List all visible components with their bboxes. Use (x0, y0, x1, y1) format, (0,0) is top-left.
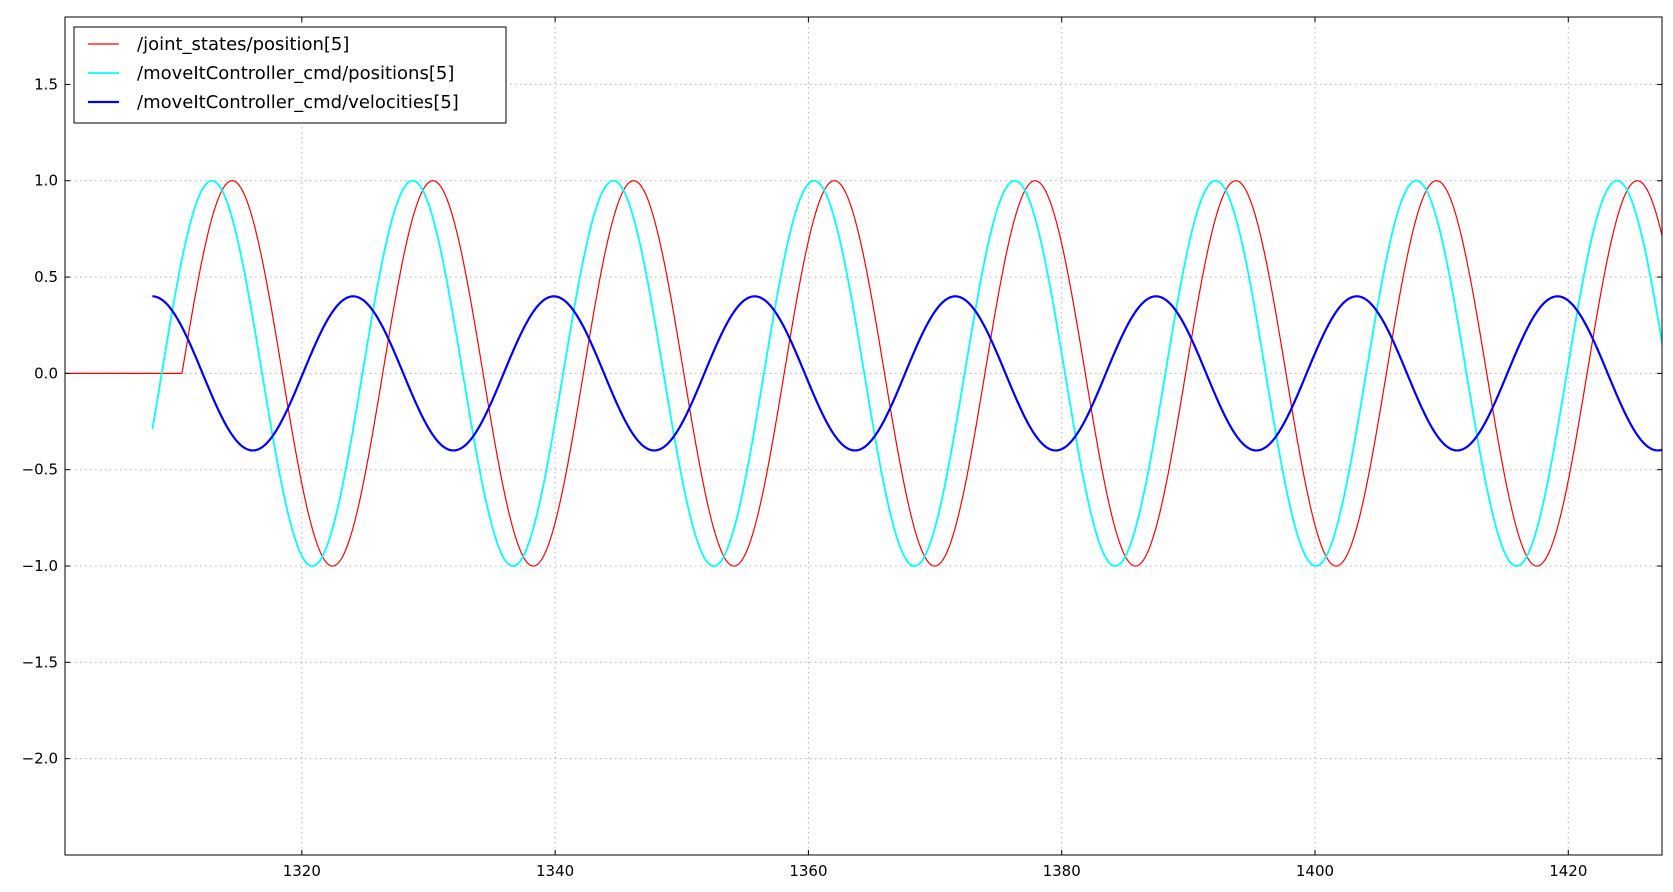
x-tick-label: 1380 (1043, 862, 1081, 880)
y-tick-label: −0.5 (22, 461, 58, 479)
legend-label: /moveItController_cmd/positions[5] (137, 63, 454, 84)
legend-box (73, 26, 507, 124)
axis-tick-labels: 1320 1340 1360 1380 1400 1420 1.5 1.0 0.5 0.0 −0.5… (22, 75, 1588, 880)
y-tick-label: 1.5 (34, 75, 58, 93)
y-tick-label: −1.0 (22, 557, 58, 575)
series-line (151, 295, 1662, 452)
x-tick-label: 1320 (283, 862, 321, 880)
legend: /joint_states/position[5] /moveItControll… (73, 26, 507, 124)
legend-label: /joint_states/position[5] (137, 34, 349, 55)
y-tick-label: 0.5 (34, 268, 58, 286)
plot-frame (64, 16, 1663, 856)
y-tick-label: −1.5 (22, 653, 58, 671)
y-tick-label: −2.0 (22, 750, 58, 768)
x-tick-label: 1400 (1296, 862, 1334, 880)
x-tick-label: 1340 (536, 862, 574, 880)
y-tick-label: 0.0 (34, 364, 58, 382)
series-line (151, 179, 1662, 567)
legend-label: /moveItController_cmd/velocities[5] (137, 92, 459, 113)
x-tick-label: 1420 (1549, 862, 1587, 880)
x-tick-label: 1360 (789, 862, 827, 880)
y-tick-label: 1.0 (34, 172, 58, 190)
axis-ticks (65, 17, 1662, 855)
series-layer (65, 179, 1662, 567)
series-line (65, 180, 1662, 567)
